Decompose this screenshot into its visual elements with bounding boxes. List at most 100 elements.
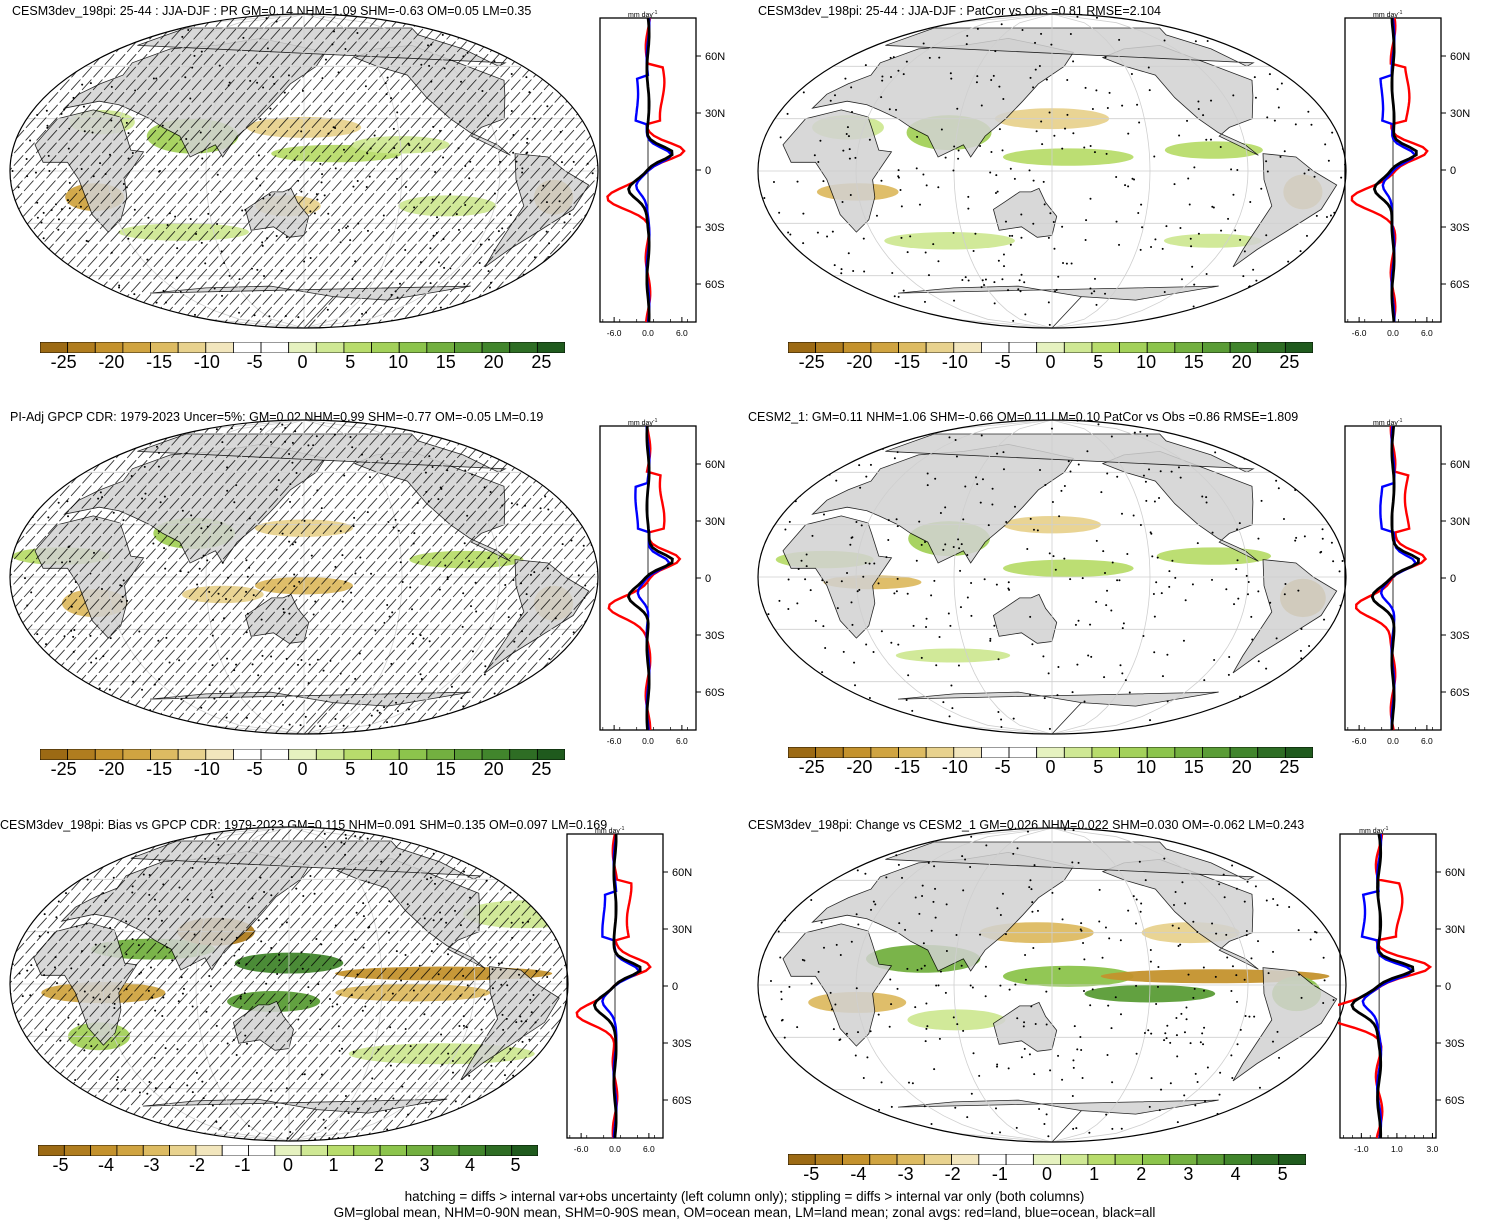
stipple-dot bbox=[181, 35, 184, 38]
stipple-dot bbox=[783, 1036, 786, 1039]
stipple-dot bbox=[1082, 941, 1085, 944]
stipple-dot bbox=[969, 865, 972, 868]
stipple-dot bbox=[351, 446, 354, 449]
stipple-dot bbox=[759, 200, 762, 203]
stipple-dot bbox=[47, 931, 50, 934]
hatch-line bbox=[338, 14, 598, 328]
stipple-dot bbox=[394, 290, 397, 293]
stipple-dot bbox=[457, 147, 460, 150]
stipple-dot bbox=[877, 1013, 880, 1016]
stipple-dot bbox=[324, 58, 327, 61]
stipple-dot bbox=[353, 516, 356, 519]
stipple-dot bbox=[286, 1137, 289, 1140]
stipple-dot bbox=[1176, 1055, 1179, 1058]
stipple-dot bbox=[822, 847, 825, 850]
stipple-dot bbox=[182, 317, 185, 320]
stipple-dot bbox=[829, 99, 832, 102]
stipple-dot bbox=[1002, 97, 1005, 100]
stipple-dot bbox=[220, 905, 223, 908]
stipple-dot bbox=[1128, 691, 1131, 694]
stipple-dot bbox=[786, 112, 789, 115]
stipple-dot bbox=[148, 893, 151, 896]
stipple-dot bbox=[233, 501, 236, 504]
stipple-dot bbox=[586, 162, 589, 165]
stipple-dot bbox=[126, 599, 129, 602]
stipple-dot bbox=[245, 559, 248, 562]
stipple-dot bbox=[1143, 1032, 1146, 1035]
stipple-dot bbox=[428, 455, 431, 458]
stipple-dot bbox=[945, 903, 948, 906]
hatch-line bbox=[360, 827, 568, 1141]
stipple-dot bbox=[263, 891, 266, 894]
stipple-dot bbox=[1300, 996, 1303, 999]
stipple-dot bbox=[568, 49, 571, 52]
colorbar-tick-label: -20 bbox=[846, 757, 873, 777]
stipple-dot bbox=[592, 298, 595, 301]
stipple-dot bbox=[100, 588, 103, 591]
colorbar-tick-label: -20 bbox=[98, 352, 125, 372]
stipple-dot bbox=[338, 1049, 341, 1052]
stipple-dot bbox=[587, 644, 590, 647]
stipple-dot bbox=[1236, 1000, 1239, 1003]
stipple-dot bbox=[802, 700, 805, 703]
stipple-dot bbox=[1212, 829, 1215, 832]
lat-tick-label: 0 bbox=[1450, 165, 1456, 177]
stipple-dot bbox=[1146, 434, 1149, 437]
footer-line-1: hatching = diffs > internal var+obs unce… bbox=[404, 1189, 1085, 1204]
stipple-dot bbox=[833, 94, 836, 97]
stipple-dot bbox=[1340, 176, 1343, 179]
zonal-x-tick-label: -6.0 bbox=[1352, 736, 1367, 746]
stipple-dot bbox=[892, 56, 895, 59]
stipple-dot bbox=[1237, 449, 1240, 452]
stipple-dot bbox=[57, 695, 60, 698]
stipple-dot bbox=[211, 618, 214, 621]
stipple-dot bbox=[1237, 597, 1240, 600]
stipple-dot bbox=[557, 70, 560, 73]
stipple-dot bbox=[289, 1131, 292, 1134]
stipple-dot bbox=[158, 859, 161, 862]
stipple-dot bbox=[872, 900, 875, 903]
stipple-dot bbox=[1331, 1114, 1334, 1117]
stipple-dot bbox=[1327, 436, 1330, 439]
stipple-dot bbox=[1032, 86, 1035, 89]
stipple-dot bbox=[432, 125, 435, 128]
hatch-line bbox=[250, 420, 538, 734]
stipple-dot bbox=[897, 169, 900, 172]
stipple-dot bbox=[870, 908, 873, 911]
stipple-dot bbox=[925, 1027, 928, 1030]
stipple-dot bbox=[954, 1106, 957, 1109]
stipple-dot bbox=[187, 571, 190, 574]
longitude-gridline bbox=[1051, 14, 1151, 328]
stipple-dot bbox=[1009, 167, 1012, 170]
stipple-dot bbox=[1030, 888, 1033, 891]
stipple-dot bbox=[437, 261, 440, 264]
stipple-dot bbox=[551, 446, 554, 449]
stipple-dot bbox=[33, 682, 36, 685]
colorbar-tick-label: -5 bbox=[52, 1155, 69, 1175]
stipple-dot bbox=[34, 171, 37, 174]
stipple-dot bbox=[38, 261, 41, 264]
stipple-dot bbox=[1284, 674, 1287, 677]
stipple-dot bbox=[544, 477, 547, 480]
stipple-dot bbox=[954, 439, 957, 442]
hatch-line bbox=[151, 420, 439, 734]
stipple-dot bbox=[1001, 149, 1004, 152]
stipple-dot bbox=[552, 37, 555, 40]
stipple-dot bbox=[1297, 929, 1300, 932]
stipple-dot bbox=[1083, 989, 1086, 992]
stipple-dot bbox=[74, 1079, 77, 1082]
stipple-dot bbox=[337, 1025, 340, 1028]
stipple-dot bbox=[840, 580, 843, 583]
stipple-dot bbox=[52, 701, 55, 704]
stipple-dot bbox=[1197, 232, 1200, 235]
stipple-dot bbox=[817, 161, 820, 164]
stipple-dot bbox=[1230, 1054, 1233, 1057]
stipple-dot bbox=[136, 317, 139, 320]
stipple-dot bbox=[526, 858, 529, 861]
stipple-dot bbox=[131, 151, 134, 154]
stipple-dot bbox=[1321, 537, 1324, 540]
stipple-dot bbox=[396, 111, 399, 114]
stipple-dot bbox=[923, 1105, 926, 1108]
hatch-line bbox=[448, 14, 598, 328]
stipple-dot bbox=[1152, 592, 1155, 595]
